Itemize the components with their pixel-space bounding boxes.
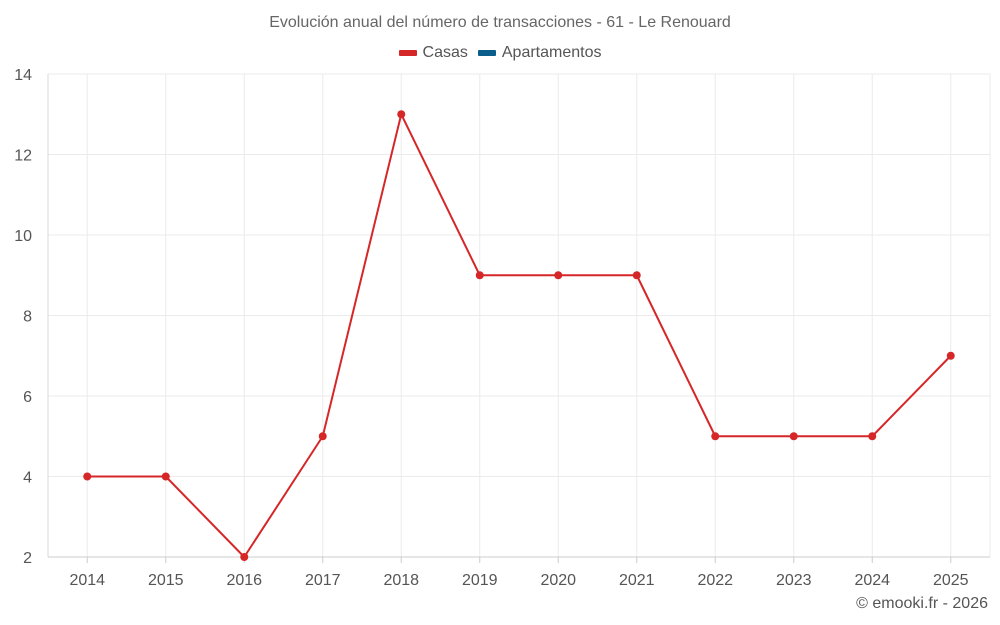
x-tick-label: 2015	[148, 572, 184, 589]
y-tick-label: 8	[23, 309, 32, 326]
y-tick-label: 10	[14, 228, 32, 245]
data-point-casas	[711, 432, 720, 441]
legend-item-casas[interactable]: Casas	[398, 44, 468, 62]
y-tick-label: 6	[23, 389, 32, 406]
legend-label-apartamentos: Apartamentos	[501, 44, 602, 61]
series-line-casas	[87, 113, 952, 558]
data-point-casas	[868, 432, 877, 441]
y-tick-label: 14	[14, 67, 32, 84]
legend-swatch-apartamentos	[477, 50, 496, 56]
x-tick-label: 2020	[540, 572, 576, 589]
y-tick-label: 4	[23, 470, 32, 487]
x-tick-label: 2022	[697, 572, 733, 589]
data-point-casas	[946, 351, 955, 360]
x-tick-label: 2019	[462, 572, 498, 589]
x-tick-label: 2018	[383, 572, 419, 589]
data-point-casas	[161, 472, 170, 481]
y-tick-label: 2	[23, 550, 32, 567]
data-point-casas	[240, 553, 249, 561]
x-tick-label: 2025	[933, 572, 969, 589]
data-point-casas	[397, 110, 406, 119]
legend-swatch-casas	[398, 50, 417, 56]
credit-text: © emooki.fr - 2026	[856, 595, 988, 612]
data-point-casas	[554, 271, 563, 280]
legend-item-apartamentos[interactable]: Apartamentos	[477, 44, 602, 62]
legend: Casas Apartamentos	[0, 44, 1000, 62]
x-tick-label: 2016	[226, 572, 262, 589]
x-tick-label: 2023	[776, 572, 812, 589]
data-point-casas	[789, 432, 798, 441]
data-point-casas	[632, 271, 641, 280]
x-tick-label: 2017	[305, 572, 341, 589]
x-tick-label: 2014	[69, 572, 105, 589]
y-tick-label: 12	[14, 148, 32, 165]
legend-label-casas: Casas	[422, 44, 468, 61]
x-tick-label: 2021	[619, 572, 655, 589]
chart-title: Evolución anual del número de transaccio…	[269, 14, 731, 31]
x-tick-label: 2024	[854, 572, 890, 589]
data-point-casas	[318, 432, 327, 441]
data-point-casas	[83, 472, 92, 481]
data-point-casas	[475, 271, 484, 280]
